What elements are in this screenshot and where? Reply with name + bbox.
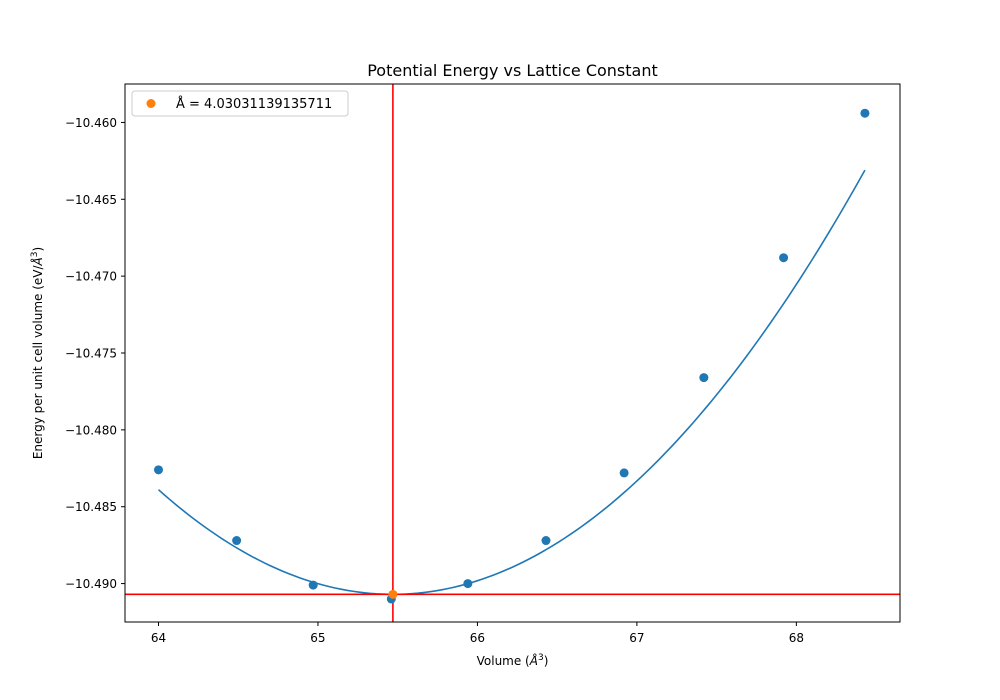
y-axis-label-unit: Å <box>30 257 45 266</box>
data-point <box>232 536 241 545</box>
y-tick-label: −10.485 <box>65 500 117 514</box>
legend-label: Å = 4.03031139135711 <box>176 96 332 112</box>
x-axis-label: Volume (Å3) <box>477 653 549 668</box>
legend: Å = 4.03031139135711 <box>132 91 348 116</box>
y-tick-label: −10.490 <box>65 577 117 591</box>
y-axis-label-main: Energy per unit cell volume (eV/ <box>31 265 45 460</box>
data-point <box>154 465 163 474</box>
y-axis-label: Energy per unit cell volume (eV/Å3) <box>30 247 45 459</box>
x-tick-label: 68 <box>789 631 804 645</box>
x-axis-label-main: Volume ( <box>477 654 530 668</box>
x-axis-label-unit: Å <box>529 653 538 668</box>
y-tick-label: −10.460 <box>65 116 117 130</box>
data-point <box>463 579 472 588</box>
y-tick-label: −10.475 <box>65 347 117 361</box>
data-point <box>620 468 629 477</box>
x-axis-label-end: ) <box>544 654 549 668</box>
y-axis-label-end: ) <box>31 247 45 252</box>
x-tick-label: 64 <box>151 631 166 645</box>
data-point <box>860 109 869 118</box>
data-point <box>309 581 318 590</box>
y-tick-label: −10.465 <box>65 193 117 207</box>
legend-marker <box>147 99 156 108</box>
y-tick-label: −10.480 <box>65 423 117 437</box>
minimum-point <box>388 590 397 599</box>
data-point <box>699 373 708 382</box>
chart-title: Potential Energy vs Lattice Constant <box>367 61 658 80</box>
data-point <box>779 253 788 262</box>
y-tick-label: −10.470 <box>65 270 117 284</box>
x-tick-label: 66 <box>470 631 485 645</box>
data-point <box>541 536 550 545</box>
x-tick-label: 65 <box>310 631 325 645</box>
x-tick-label: 67 <box>629 631 644 645</box>
